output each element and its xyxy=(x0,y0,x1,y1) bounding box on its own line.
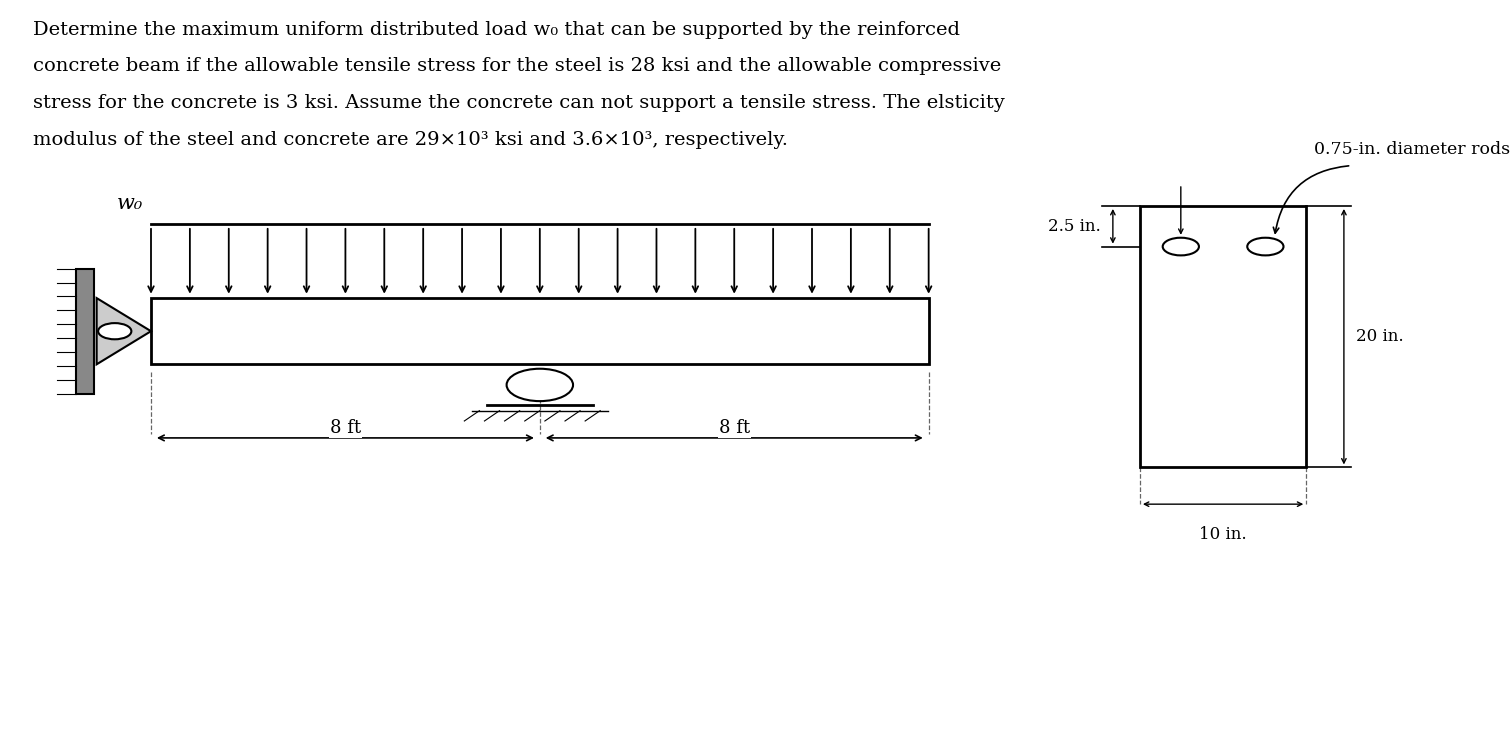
Text: 8 ft: 8 ft xyxy=(719,420,750,437)
Text: 2.5 in.: 2.5 in. xyxy=(1048,218,1101,235)
Text: 0.75-in. diameter rods: 0.75-in. diameter rods xyxy=(1314,141,1510,158)
Text: 10 in.: 10 in. xyxy=(1199,526,1247,543)
Polygon shape xyxy=(151,298,929,364)
Text: w₀: w₀ xyxy=(118,194,143,213)
Text: concrete beam if the allowable tensile stress for the steel is 28 ksi and the al: concrete beam if the allowable tensile s… xyxy=(33,57,1001,75)
Circle shape xyxy=(98,323,131,339)
Circle shape xyxy=(506,369,572,401)
Polygon shape xyxy=(1140,206,1306,467)
Text: 8 ft: 8 ft xyxy=(329,420,361,437)
Polygon shape xyxy=(97,298,151,364)
Text: modulus of the steel and concrete are 29×10³ ksi and 3.6×10³, respectively.: modulus of the steel and concrete are 29… xyxy=(33,131,788,149)
Circle shape xyxy=(1247,238,1284,255)
Polygon shape xyxy=(76,269,94,394)
Circle shape xyxy=(1163,238,1199,255)
Text: stress for the concrete is 3 ksi. Assume the concrete can not support a tensile : stress for the concrete is 3 ksi. Assume… xyxy=(33,94,1006,112)
Text: Determine the maximum uniform distributed load w₀ that can be supported by the r: Determine the maximum uniform distribute… xyxy=(33,21,960,38)
Text: 20 in.: 20 in. xyxy=(1356,328,1404,345)
